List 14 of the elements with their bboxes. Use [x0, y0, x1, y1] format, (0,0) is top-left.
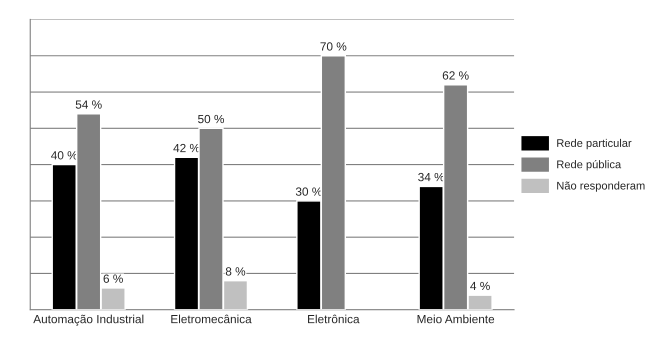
- legend-label: Rede particular: [557, 138, 632, 150]
- data-label: 62 %: [442, 71, 469, 80]
- legend-label: Não responderam: [557, 181, 645, 192]
- legend-label: Rede pública: [557, 160, 622, 170]
- data-label: 70 %: [320, 42, 346, 51]
- data-label: 4 %: [470, 282, 490, 290]
- x-tick-label: Eletrônica: [308, 314, 360, 324]
- x-tick-label: Meio Ambiente: [418, 314, 494, 324]
- x-tick-label: Eletromecânica: [171, 314, 252, 324]
- data-label: 54 %: [76, 100, 102, 109]
- x-tick-label: Automação Industrial: [33, 314, 144, 326]
- data-label: 8 %: [226, 267, 246, 276]
- data-label: 6 %: [104, 274, 123, 283]
- data-label: 50 %: [198, 114, 224, 124]
